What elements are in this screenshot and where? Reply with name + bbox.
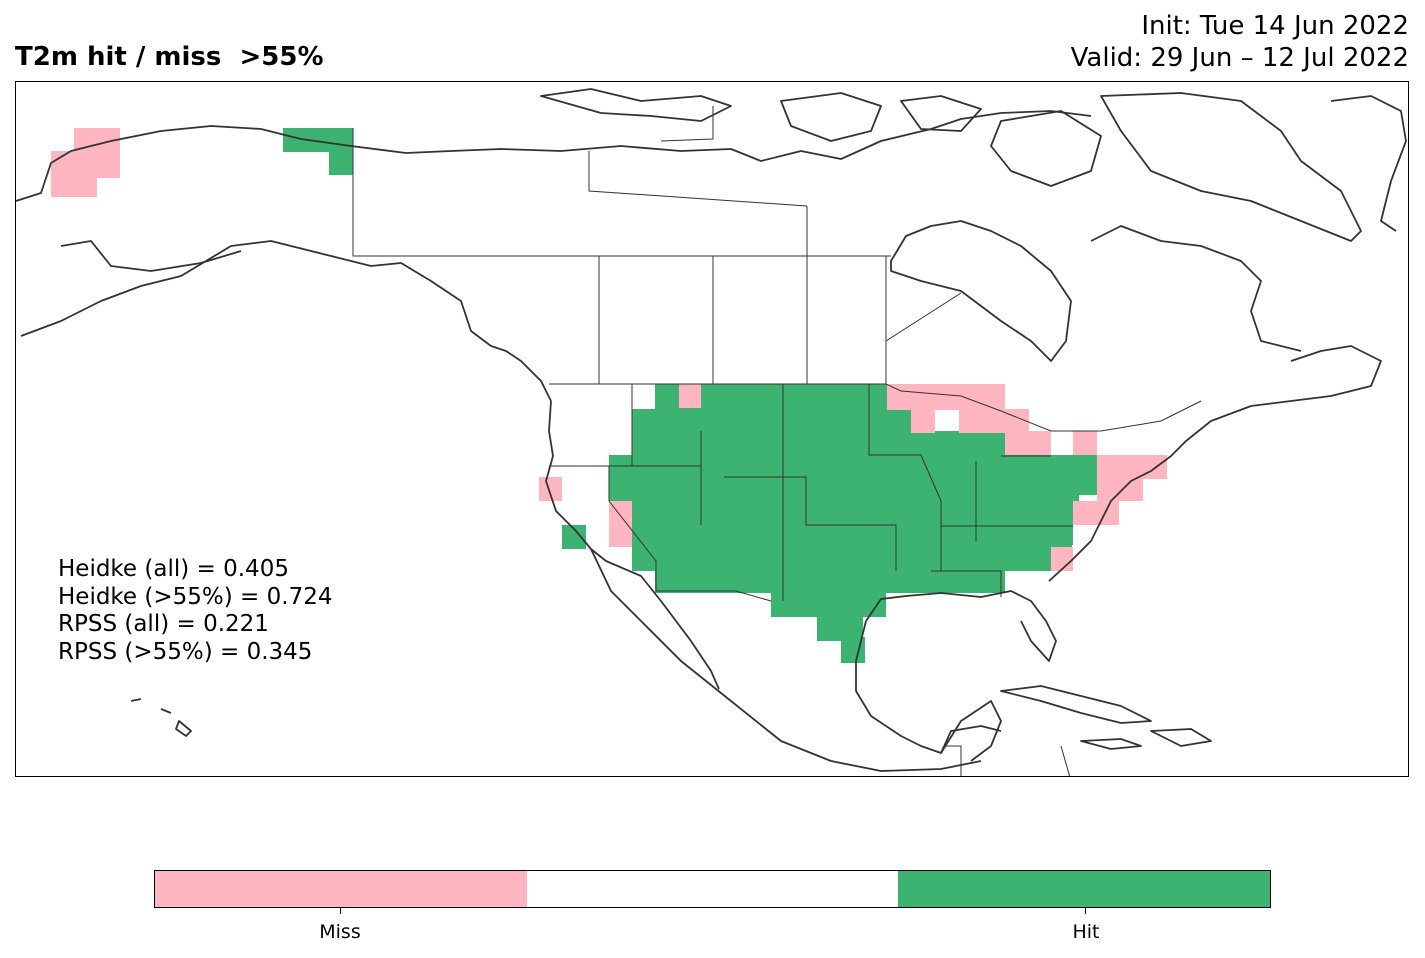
miss-cell bbox=[539, 477, 562, 501]
miss-cell bbox=[1097, 477, 1143, 501]
miss-cell bbox=[609, 501, 632, 547]
borders bbox=[352, 106, 1202, 776]
miss-cell bbox=[911, 409, 935, 433]
colorbar-neutral bbox=[526, 871, 899, 907]
date-info: Init: Tue 14 Jun 2022 Valid: 29 Jun – 12… bbox=[1071, 10, 1409, 74]
forecast-cells bbox=[51, 128, 1167, 663]
miss-cell bbox=[1051, 547, 1073, 571]
colorbar-tick-miss bbox=[340, 908, 341, 914]
init-date: Init: Tue 14 Jun 2022 bbox=[1141, 11, 1409, 41]
miss-cell bbox=[1073, 501, 1119, 525]
hit-cell bbox=[817, 613, 863, 641]
hit-cell bbox=[1003, 495, 1073, 545]
miss-cell bbox=[679, 384, 701, 408]
hit-cell bbox=[329, 151, 353, 175]
hit-cell bbox=[283, 128, 353, 152]
miss-cell bbox=[887, 384, 1005, 410]
hit-cell bbox=[1003, 455, 1097, 495]
colorbar-tick-hit bbox=[1085, 908, 1086, 914]
rpss-55: RPSS (>55%) = 0.345 bbox=[58, 638, 313, 665]
hit-cell bbox=[771, 589, 886, 617]
map-title: T2m hit / miss >55% bbox=[15, 42, 324, 72]
miss-cell bbox=[1005, 431, 1051, 455]
colorbar-label-miss: Miss bbox=[319, 921, 361, 943]
map-panel bbox=[15, 81, 1409, 777]
miss-cell bbox=[959, 409, 1029, 433]
rpss-all: RPSS (all) = 0.221 bbox=[58, 611, 269, 637]
hit-cell bbox=[609, 455, 1079, 525]
skill-scores: Heidke (all) = 0.405 Heidke (>55%) = 0.7… bbox=[58, 556, 332, 666]
colorbar bbox=[154, 870, 1271, 908]
colorbar-label-hit: Hit bbox=[1072, 921, 1100, 943]
coastlines bbox=[16, 88, 1407, 772]
valid-period: Valid: 29 Jun – 12 Jul 2022 bbox=[1070, 43, 1409, 73]
heidke-all: Heidke (all) = 0.405 bbox=[58, 556, 289, 582]
miss-cell bbox=[1073, 431, 1097, 455]
hit-cell bbox=[632, 521, 1072, 571]
colorbar-miss bbox=[155, 871, 527, 907]
heidke-55: Heidke (>55%) = 0.724 bbox=[58, 583, 333, 610]
hit-cell bbox=[935, 431, 1007, 457]
colorbar-hit bbox=[898, 871, 1271, 907]
map-canvas bbox=[16, 88, 1407, 776]
